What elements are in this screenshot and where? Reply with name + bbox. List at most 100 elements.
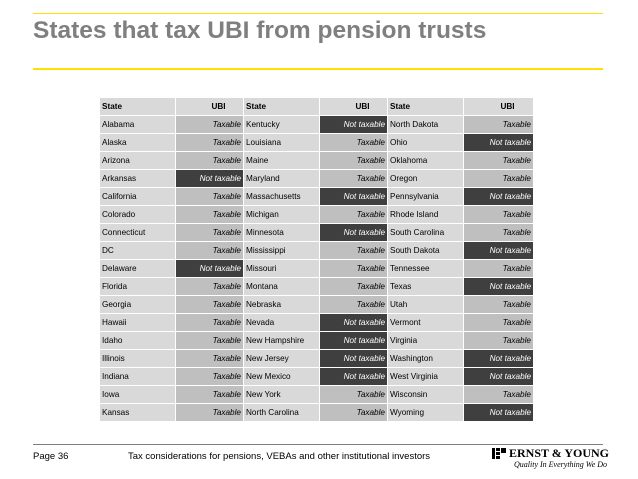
ubi-status-cell: Not taxable xyxy=(463,241,534,260)
logo-name: ERNST & YOUNG xyxy=(509,446,610,460)
column-header-state: State xyxy=(99,97,176,116)
ubi-status-cell: Taxable xyxy=(319,259,388,278)
ubi-status-cell: Not taxable xyxy=(463,133,534,152)
state-cell: Washington xyxy=(387,349,464,368)
column-header-ubi: UBI xyxy=(319,97,388,116)
column-header-state: State xyxy=(387,97,464,116)
table-row: Connecticut Taxable Minnesota Not taxable So… xyxy=(99,223,534,242)
state-cell: Delaware xyxy=(99,259,176,278)
ubi-status-cell: Not taxable xyxy=(463,349,534,368)
footer-rule xyxy=(33,444,603,445)
ubi-status-cell: Not taxable xyxy=(463,403,534,422)
state-cell: Kansas xyxy=(99,403,176,422)
ubi-status-cell: Not taxable xyxy=(319,367,388,386)
state-cell: Minnesota xyxy=(243,223,320,242)
state-cell: Alaska xyxy=(99,133,176,152)
state-cell: Wyoming xyxy=(387,403,464,422)
state-cell: Texas xyxy=(387,277,464,296)
state-cell: Connecticut xyxy=(99,223,176,242)
state-cell: Iowa xyxy=(99,385,176,404)
table-row: Iowa Taxable New York Taxable Wisconsin Taxab… xyxy=(99,385,534,404)
ey-logo-icon xyxy=(492,448,506,459)
ubi-status-cell: Taxable xyxy=(175,151,244,170)
ubi-status-cell: Taxable xyxy=(319,277,388,296)
table-row: Georgia Taxable Nebraska Taxable Utah Taxable xyxy=(99,295,534,314)
state-cell: Rhode Island xyxy=(387,205,464,224)
ubi-status-cell: Taxable xyxy=(319,241,388,260)
state-cell: Wisconsin xyxy=(387,385,464,404)
state-cell: West Virginia xyxy=(387,367,464,386)
state-cell: Arkansas xyxy=(99,169,176,188)
title-rule xyxy=(33,68,603,70)
state-cell: Alabama xyxy=(99,115,176,134)
state-cell: Oklahoma xyxy=(387,151,464,170)
state-cell: New York xyxy=(243,385,320,404)
ubi-status-cell: Taxable xyxy=(463,205,534,224)
ubi-status-cell: Taxable xyxy=(463,259,534,278)
ubi-status-cell: Taxable xyxy=(463,313,534,332)
ubi-status-cell: Taxable xyxy=(319,403,388,422)
state-cell: Maryland xyxy=(243,169,320,188)
ubi-status-cell: Taxable xyxy=(175,295,244,314)
ubi-status-cell: Taxable xyxy=(175,349,244,368)
table-row: Idaho Taxable New Hampshire Not taxable Virg… xyxy=(99,331,534,350)
table-row: Alabama Taxable Kentucky Not taxable North D… xyxy=(99,115,534,134)
column-header-ubi: UBI xyxy=(463,97,534,116)
state-cell: Nevada xyxy=(243,313,320,332)
state-cell: Missouri xyxy=(243,259,320,278)
ubi-status-cell: Not taxable xyxy=(319,349,388,368)
state-cell: Idaho xyxy=(99,331,176,350)
ubi-status-cell: Not taxable xyxy=(175,169,244,188)
top-rule xyxy=(33,13,603,14)
ubi-status-cell: Taxable xyxy=(463,385,534,404)
state-cell: North Carolina xyxy=(243,403,320,422)
state-cell: Georgia xyxy=(99,295,176,314)
ubi-status-cell: Taxable xyxy=(175,115,244,134)
ubi-status-cell: Not taxable xyxy=(175,259,244,278)
ubi-status-cell: Taxable xyxy=(175,133,244,152)
ubi-status-cell: Taxable xyxy=(463,295,534,314)
ubi-status-cell: Taxable xyxy=(175,331,244,350)
state-cell: New Hampshire xyxy=(243,331,320,350)
ubi-status-cell: Taxable xyxy=(463,223,534,242)
ubi-status-cell: Not taxable xyxy=(463,277,534,296)
ubi-status-cell: Taxable xyxy=(175,241,244,260)
state-cell: DC xyxy=(99,241,176,260)
state-cell: North Dakota xyxy=(387,115,464,134)
table-row: Alaska Taxable Louisiana Taxable Ohio Not tax… xyxy=(99,133,534,152)
ubi-tax-table: State UBI State UBI State UBI Alabama Tax… xyxy=(99,97,534,422)
column-header-ubi: UBI xyxy=(175,97,244,116)
state-cell: Michigan xyxy=(243,205,320,224)
ubi-status-cell: Not taxable xyxy=(463,187,534,206)
state-cell: Montana xyxy=(243,277,320,296)
ubi-status-cell: Taxable xyxy=(319,295,388,314)
state-cell: Mississippi xyxy=(243,241,320,260)
ubi-status-cell: Not taxable xyxy=(319,313,388,332)
state-cell: Pennsylvania xyxy=(387,187,464,206)
table-row: Indiana Taxable New Mexico Not taxable West … xyxy=(99,367,534,386)
state-cell: Florida xyxy=(99,277,176,296)
table-row: Arkansas Not taxable Maryland Taxable Oregon… xyxy=(99,169,534,188)
state-cell: New Jersey xyxy=(243,349,320,368)
table-row: Colorado Taxable Michigan Taxable Rhode Isla… xyxy=(99,205,534,224)
ubi-status-cell: Taxable xyxy=(175,223,244,242)
table-row: Kansas Taxable North Carolina Taxable Wyomin… xyxy=(99,403,534,422)
state-cell: Illinois xyxy=(99,349,176,368)
ubi-status-cell: Taxable xyxy=(319,133,388,152)
table-row: Hawaii Taxable Nevada Not taxable Vermont Tax… xyxy=(99,313,534,332)
state-cell: South Dakota xyxy=(387,241,464,260)
ubi-status-cell: Taxable xyxy=(175,403,244,422)
ubi-status-cell: Taxable xyxy=(175,205,244,224)
state-cell: Indiana xyxy=(99,367,176,386)
ubi-status-cell: Taxable xyxy=(463,115,534,134)
state-cell: Nebraska xyxy=(243,295,320,314)
state-cell: Utah xyxy=(387,295,464,314)
state-cell: South Carolina xyxy=(387,223,464,242)
ubi-status-cell: Taxable xyxy=(175,277,244,296)
ubi-status-cell: Taxable xyxy=(175,187,244,206)
state-cell: Arizona xyxy=(99,151,176,170)
table-row: California Taxable Massachusetts Not taxabl… xyxy=(99,187,534,206)
state-cell: Louisiana xyxy=(243,133,320,152)
ubi-status-cell: Taxable xyxy=(319,205,388,224)
ubi-status-cell: Taxable xyxy=(319,169,388,188)
